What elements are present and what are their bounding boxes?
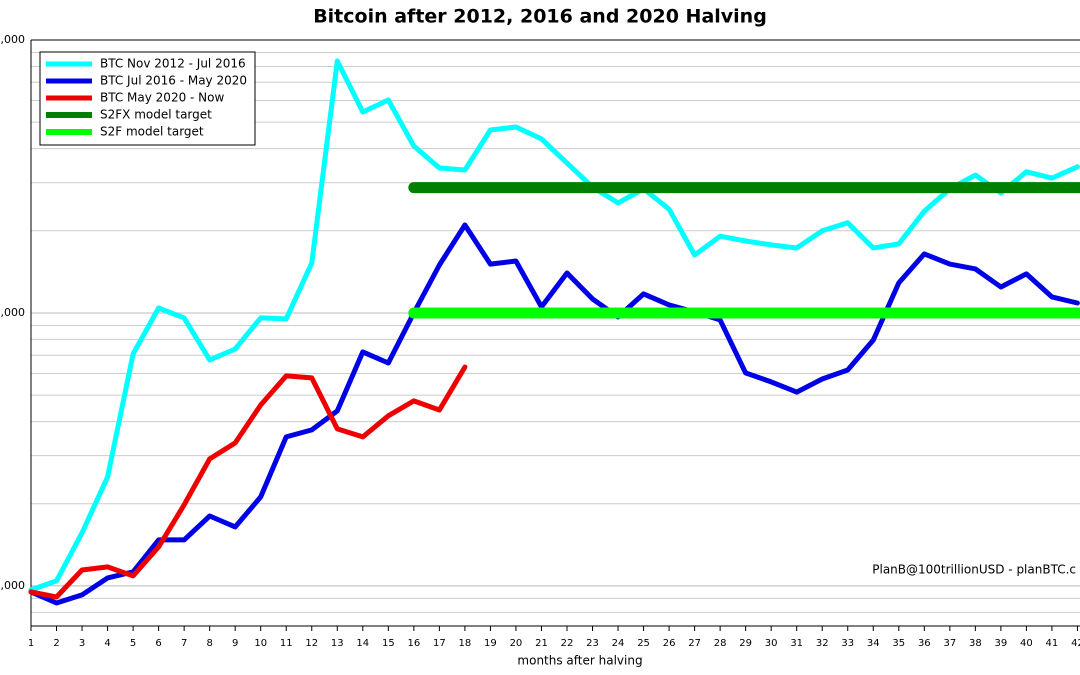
x-tick-label: 10 (254, 638, 267, 649)
x-tick-label: 34 (867, 638, 880, 649)
plot-lines (28, 58, 1080, 606)
x-tick-label: 11 (280, 638, 293, 649)
x-tick-label: 37 (943, 638, 956, 649)
x-tick-label: 24 (612, 638, 625, 649)
series-line (28, 222, 1080, 606)
legend-label: BTC Jul 2016 - May 2020 (100, 74, 247, 88)
x-tick-label: 20 (510, 638, 523, 649)
legend-label: BTC Nov 2012 - Jul 2016 (100, 57, 246, 71)
x-tick-label: 19 (484, 638, 497, 649)
chart-title: Bitcoin after 2012, 2016 and 2020 Halvin… (313, 6, 767, 28)
annotation: PlanB@100trillionUSD - planBTC.c (872, 563, 1076, 577)
x-tick-label: 30 (765, 638, 778, 649)
x-tick-label: 16 (407, 638, 420, 649)
legend: BTC Nov 2012 - Jul 2016 BTC Jul 2016 - Ma… (39, 51, 256, 146)
x-tick-label: 14 (356, 638, 369, 649)
x-tick-label: 18 (459, 638, 472, 649)
legend-label: S2FX model target (100, 108, 212, 122)
x-tick-label: 36 (918, 638, 931, 649)
x-tick-label: 31 (790, 638, 803, 649)
y-tick-label: ,000 (1, 33, 26, 46)
x-tick-label: 39 (995, 638, 1008, 649)
x-tick-label: 32 (816, 638, 829, 649)
x-axis-label: months after halving (517, 654, 642, 668)
x-tick-label: 8 (206, 638, 212, 649)
x-tick-label: 17 (433, 638, 446, 649)
x-tick-label: 5 (130, 638, 136, 649)
x-tick-label: 40 (1020, 638, 1033, 649)
legend-label: S2F model target (100, 125, 204, 139)
x-tick-label: 38 (969, 638, 982, 649)
series-line (28, 58, 1080, 593)
x-tick-label: 3 (79, 638, 85, 649)
x-tick-label: 9 (232, 638, 238, 649)
x-tick-label: 13 (331, 638, 344, 649)
x-tick-label: 27 (688, 638, 701, 649)
x-tick-label: 25 (637, 638, 650, 649)
x-tick-label: 7 (181, 638, 187, 649)
x-tick-label: 6 (155, 638, 161, 649)
y-tick-label: ,000 (1, 306, 26, 319)
x-tick-label: 21 (535, 638, 548, 649)
legend-label: BTC May 2020 - Now (100, 91, 224, 105)
series-line (28, 364, 468, 600)
x-tick-label: 15 (382, 638, 395, 649)
x-tick-label: 42 (1071, 638, 1080, 649)
x-tick-label: 2 (53, 638, 59, 649)
x-tick-label: 29 (739, 638, 752, 649)
x-tick-label: 33 (841, 638, 854, 649)
x-tick-label: 4 (104, 638, 110, 649)
y-tick-label: ,000 (1, 579, 26, 592)
x-tick-label: 22 (561, 638, 574, 649)
x-tick-label: 1 (28, 638, 34, 649)
x-tick-label: 28 (714, 638, 727, 649)
x-tick-label: 41 (1046, 638, 1059, 649)
x-tick-label: 26 (663, 638, 676, 649)
x-tick-label: 12 (305, 638, 318, 649)
x-tick-label: 23 (586, 638, 599, 649)
x-tick-label: 35 (892, 638, 905, 649)
